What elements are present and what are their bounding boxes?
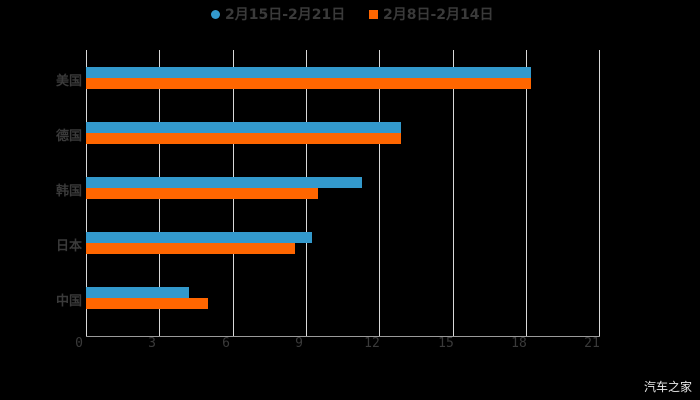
bar-series2[interactable] bbox=[86, 78, 531, 89]
x-tick-label: 3 bbox=[148, 336, 156, 351]
gridline bbox=[526, 50, 527, 336]
y-category-label: 美国 bbox=[55, 74, 82, 89]
y-category-label: 中国 bbox=[55, 294, 82, 309]
bar-series1[interactable] bbox=[86, 177, 363, 188]
bar-series1[interactable] bbox=[86, 232, 312, 243]
legend-label-series2: 2月8日-2月14日 bbox=[383, 7, 494, 23]
legend-item-series1[interactable]: 2月15日-2月21日 bbox=[211, 4, 345, 24]
x-tick-label: 15 bbox=[438, 336, 454, 351]
x-tick-label: 9 bbox=[295, 336, 303, 351]
chart-legend: 2月15日-2月21日 2月8日-2月14日 bbox=[0, 4, 700, 24]
bar-series1[interactable] bbox=[86, 122, 402, 133]
bar-series1[interactable] bbox=[86, 287, 189, 298]
gridline bbox=[453, 50, 454, 336]
gridline bbox=[379, 50, 380, 336]
square-marker-icon bbox=[369, 9, 378, 19]
x-tick-label: 0 bbox=[75, 336, 83, 351]
x-tick-label: 18 bbox=[511, 336, 527, 351]
x-tick-label: 21 bbox=[584, 336, 600, 351]
circle-marker-icon bbox=[211, 9, 220, 19]
x-axis-line bbox=[86, 336, 600, 337]
bar-series2[interactable] bbox=[86, 188, 319, 199]
y-category-label: 日本 bbox=[55, 239, 82, 254]
bar-series2[interactable] bbox=[86, 243, 295, 254]
watermark: 汽车之家 bbox=[643, 380, 692, 394]
y-category-label: 德国 bbox=[55, 129, 82, 144]
legend-label-series1: 2月15日-2月21日 bbox=[225, 7, 346, 23]
gridline bbox=[599, 50, 600, 336]
legend-item-series2[interactable]: 2月8日-2月14日 bbox=[369, 4, 494, 24]
bar-series2[interactable] bbox=[86, 298, 209, 309]
bar-series1[interactable] bbox=[86, 67, 531, 78]
y-category-label: 韩国 bbox=[55, 184, 82, 199]
x-tick-label: 12 bbox=[364, 336, 380, 351]
x-tick-label: 6 bbox=[222, 336, 230, 351]
bar-series2[interactable] bbox=[86, 133, 402, 144]
